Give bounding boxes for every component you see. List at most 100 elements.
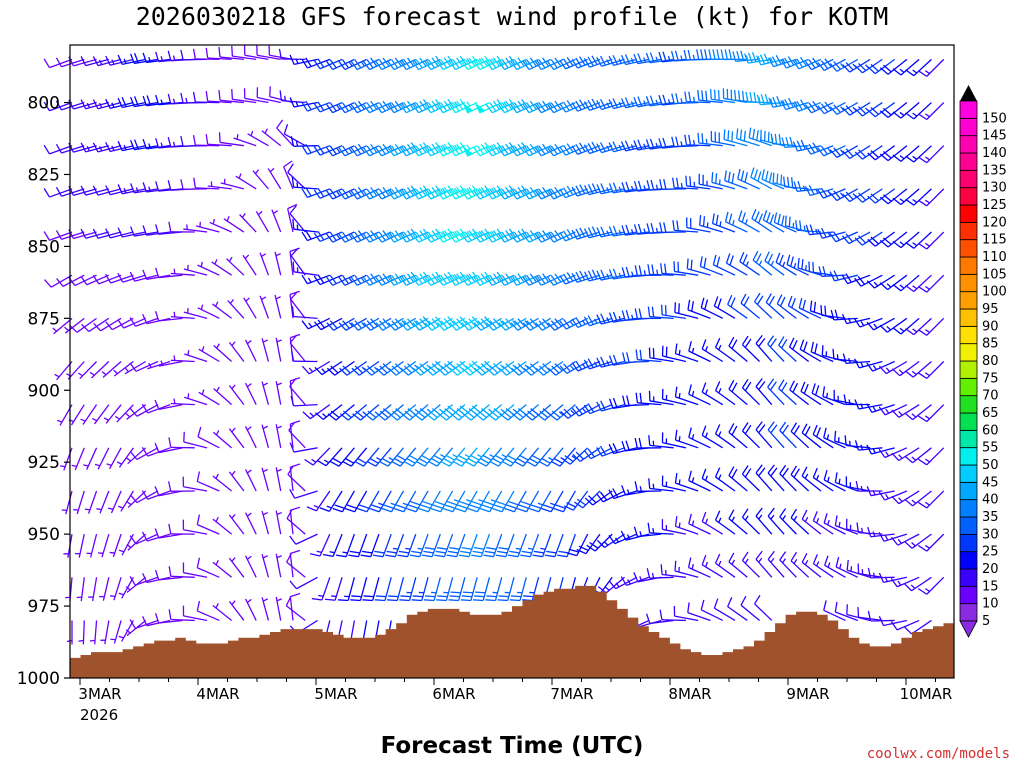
- colorbar-label: 45: [982, 475, 999, 490]
- wind-barb: [375, 57, 404, 71]
- wind-barb: [866, 274, 895, 289]
- wind-barb: [688, 384, 711, 406]
- wind-barb: [723, 129, 748, 147]
- wind-barb: [645, 613, 674, 625]
- wind-barb: [275, 553, 282, 578]
- wind-barb: [372, 533, 392, 558]
- wind-barb: [571, 360, 601, 372]
- wind-barb: [773, 212, 797, 233]
- wind-barb: [313, 58, 343, 70]
- wind-barb: [755, 53, 785, 66]
- wind-barb: [43, 144, 73, 155]
- colorbar-label: 65: [982, 406, 999, 421]
- wind-barb: [548, 404, 576, 421]
- wind-barb: [218, 46, 244, 61]
- wind-barb: [801, 423, 822, 449]
- wind-barb: [403, 447, 429, 467]
- wind-barb: [443, 490, 466, 513]
- wind-barb: [917, 317, 945, 336]
- wind-barb: [727, 597, 748, 621]
- wind-barb: [879, 231, 908, 248]
- wind-barb: [301, 317, 331, 330]
- wind-barb: [436, 228, 466, 243]
- wind-barb: [261, 424, 270, 448]
- wind-barb: [492, 490, 515, 513]
- wind-barb: [126, 490, 147, 508]
- wind-barb: [322, 533, 343, 558]
- wind-barb: [460, 577, 478, 602]
- wind-barb: [674, 516, 699, 535]
- wind-barb: [473, 142, 502, 157]
- wind-barb: [338, 274, 367, 286]
- wind-barb: [741, 422, 761, 449]
- wind-barb: [892, 274, 920, 292]
- wind-barb: [400, 317, 429, 331]
- wind-barb: [563, 490, 589, 511]
- wind-barb: [559, 56, 588, 70]
- wind-barb: [660, 304, 686, 319]
- wind-barb: [504, 490, 527, 513]
- wind-barb: [576, 533, 601, 555]
- wind-barb: [856, 522, 883, 535]
- wind-barb: [684, 134, 711, 147]
- wind-barb: [485, 142, 515, 157]
- wind-barb: [147, 360, 171, 370]
- wind-barb: [304, 447, 331, 466]
- wind-barb: [823, 469, 846, 492]
- x-year-label: 2026: [80, 706, 118, 724]
- wind-barb: [559, 317, 588, 330]
- wind-barb: [917, 533, 945, 552]
- wind-barb: [741, 508, 761, 535]
- wind-barb: [80, 99, 110, 110]
- wind-barb: [55, 57, 85, 68]
- wind-barb: [485, 577, 503, 602]
- wind-barb: [448, 55, 478, 71]
- wind-barb: [52, 317, 73, 335]
- wind-barb: [528, 490, 552, 513]
- wind-barb: [319, 490, 343, 512]
- wind-barb: [387, 317, 417, 331]
- wind-barb: [728, 336, 748, 362]
- wind-barb: [261, 553, 270, 578]
- wind-barb: [755, 421, 773, 449]
- wind-barb: [728, 466, 748, 492]
- wind-barb: [326, 274, 355, 286]
- wind-barb: [182, 476, 208, 492]
- wind-barb: [751, 208, 773, 233]
- wind-barb: [80, 228, 110, 239]
- wind-barb: [711, 213, 736, 233]
- wind-barb: [350, 187, 380, 200]
- wind-barb: [228, 384, 245, 406]
- wind-barb: [421, 533, 441, 558]
- wind-barb: [741, 335, 761, 362]
- wind-barb: [867, 610, 895, 622]
- wind-barb: [495, 533, 515, 558]
- wind-barb: [286, 552, 306, 578]
- wind-barb: [424, 316, 453, 331]
- wind-barb: [559, 360, 588, 375]
- wind-barb: [547, 273, 576, 286]
- wind-barb: [231, 45, 257, 61]
- wind-barb: [183, 224, 208, 233]
- wind-barb: [485, 317, 515, 331]
- wind-barb: [485, 99, 515, 114]
- wind-barb: [461, 185, 490, 200]
- wind-barb: [571, 142, 601, 155]
- wind-barb: [905, 145, 932, 163]
- wind-barb: [348, 533, 368, 558]
- wind-barb: [892, 231, 920, 249]
- wind-barb: [288, 421, 306, 449]
- colorbar: 5 10 15 20 25 30 35 40 45 50 55 60 65 70 75 80 85 90 95 100…: [959, 85, 1007, 638]
- wind-barb: [522, 317, 552, 331]
- y-tick-label: 950: [28, 525, 60, 545]
- wind-barb: [513, 447, 540, 467]
- wind-barb: [242, 254, 257, 276]
- wind-barb: [142, 572, 171, 584]
- wind-barb: [474, 101, 502, 114]
- wind-barb: [728, 552, 748, 578]
- colorbar-segment: [959, 533, 978, 553]
- wind-barb: [904, 490, 932, 507]
- wind-barb: [180, 179, 208, 190]
- wind-barb: [350, 317, 380, 331]
- wind-barb: [647, 264, 674, 276]
